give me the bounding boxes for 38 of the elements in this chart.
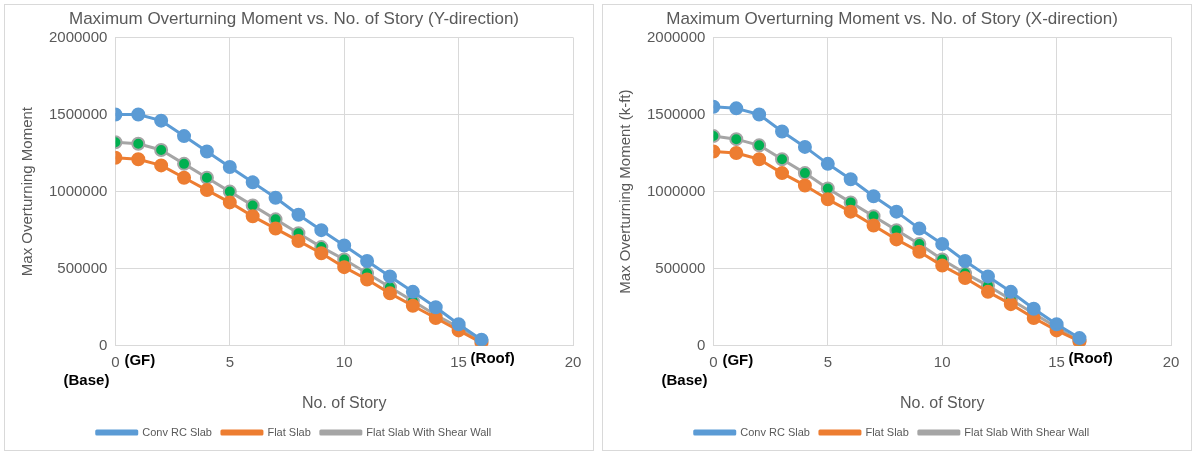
legend-label: Conv RC Slab <box>740 425 810 438</box>
y-axis-title: Max Overturning Moment <box>18 106 36 277</box>
y-tick-label: 500000 <box>57 258 108 276</box>
text: (GF) <box>124 351 156 369</box>
x-tick-label: 5 <box>225 352 234 370</box>
y-tick-label: 500000 <box>655 258 706 276</box>
text: (Base) <box>63 371 110 389</box>
text: (Roof) <box>470 349 515 367</box>
text: (Roof) <box>1068 349 1113 367</box>
y-tick-label: 0 <box>697 335 706 353</box>
y-tick-label: 0 <box>99 335 108 353</box>
chart-title: Maximum Overturning Moment vs. No. of Story (Y-direction) <box>68 8 520 28</box>
x-tick-label: 0 <box>709 352 718 370</box>
y-tick-label: 1500000 <box>48 104 108 122</box>
x-tick-label: 10 <box>335 352 353 370</box>
y-tick-label: 2000000 <box>646 27 706 45</box>
legend-label: Flat Slab With Shear Wall <box>964 425 1090 438</box>
x-tick-label: 0 <box>111 352 120 370</box>
y-tick-label: 2000000 <box>48 27 108 45</box>
y-tick-label: 1500000 <box>646 104 706 122</box>
x-tick-label: 15 <box>1048 352 1065 370</box>
x-tick-label: 20 <box>564 352 582 370</box>
y-tick-label: 1000000 <box>646 181 706 199</box>
x-axis-title: No. of Story <box>301 393 387 411</box>
chart-title: Maximum Overturning Moment vs. No. of Story (X-direction) <box>666 8 1118 28</box>
legend-label: Conv RC Slab <box>142 425 212 438</box>
y-axis-title: Max Overturning Moment (k-ft) <box>616 89 634 294</box>
y-tick-label: 1000000 <box>48 181 108 199</box>
x-tick-label: 10 <box>933 352 951 370</box>
text: (GF) <box>722 351 754 369</box>
legend-label: Flat Slab <box>267 425 311 438</box>
legend-label: Flat Slab With Shear Wall <box>366 425 492 438</box>
x-tick-label: 20 <box>1162 352 1180 370</box>
x-axis-title: No. of Story <box>899 393 985 411</box>
x-tick-label: 5 <box>823 352 832 370</box>
text: (Base) <box>661 371 708 389</box>
x-tick-label: 15 <box>450 352 467 370</box>
legend-label: Flat Slab <box>865 425 909 438</box>
